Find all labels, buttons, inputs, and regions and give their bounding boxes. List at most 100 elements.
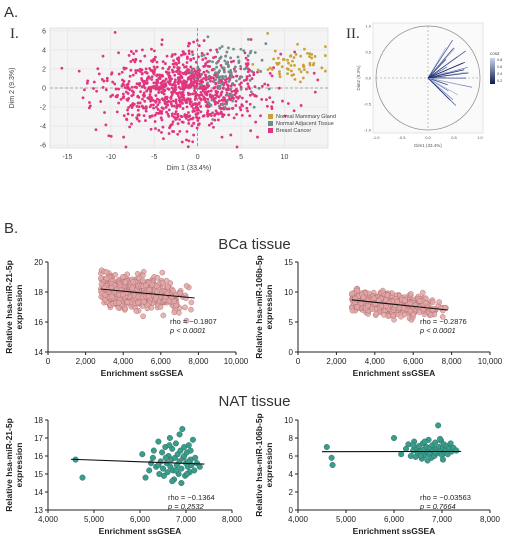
data-point (165, 95, 169, 99)
data-point (134, 71, 138, 75)
data-point (177, 447, 184, 454)
y-tick-label: 10 (284, 416, 293, 425)
data-point (141, 298, 147, 305)
rho-annotation: rho = −0.03563 (420, 493, 471, 502)
data-point (202, 53, 206, 57)
data-point (125, 118, 129, 121)
data-point (427, 312, 434, 318)
data-point (223, 59, 227, 63)
data-point (308, 63, 312, 67)
data-point (174, 118, 178, 121)
data-point (170, 77, 173, 81)
data-point (131, 103, 135, 107)
data-point (238, 77, 241, 81)
x-tick-label: 0.5 (451, 135, 457, 140)
data-point (177, 104, 181, 108)
x-tick-label: 5,000 (336, 515, 357, 524)
data-point (160, 312, 167, 319)
data-point (154, 94, 158, 97)
data-point (177, 96, 181, 100)
data-point (141, 80, 145, 84)
data-point (183, 471, 190, 478)
data-point (128, 125, 132, 129)
data-point (158, 98, 161, 102)
data-point (148, 115, 152, 119)
data-point (176, 80, 180, 84)
data-point (167, 132, 171, 135)
data-point (195, 108, 199, 112)
data-point (202, 70, 206, 74)
data-point (211, 111, 215, 115)
data-point (170, 86, 174, 90)
data-point (248, 78, 252, 82)
data-point (142, 474, 149, 481)
regression-line (70, 458, 205, 465)
data-point (175, 70, 178, 73)
data-point (139, 70, 142, 73)
data-point (105, 79, 109, 83)
data-point (270, 74, 274, 78)
data-point (170, 55, 174, 58)
variable-arrow (427, 72, 469, 79)
data-point (189, 82, 193, 86)
data-point (221, 115, 224, 119)
data-point (376, 297, 382, 304)
data-point (217, 118, 220, 122)
data-point (190, 73, 194, 77)
data-point (164, 105, 168, 109)
data-point (242, 79, 246, 82)
y-axis-label: Relative hsa-miR-21-5p (4, 260, 14, 354)
data-point (77, 69, 81, 73)
data-point (224, 54, 228, 58)
data-point (206, 81, 209, 85)
data-point (137, 113, 140, 117)
data-point (245, 100, 248, 104)
cos2-colorbar (490, 58, 495, 84)
data-point (192, 81, 195, 85)
data-point (273, 49, 277, 53)
data-point (229, 72, 233, 75)
x-tick-label: 5,000 (84, 515, 105, 524)
data-point (260, 84, 264, 88)
y-tick-label: -4 (40, 124, 46, 131)
data-point (246, 70, 250, 74)
data-point (171, 309, 178, 316)
data-point (155, 438, 162, 445)
data-point (228, 98, 232, 102)
data-point (429, 299, 436, 306)
variable-arrow (427, 77, 462, 86)
data-point (312, 62, 316, 65)
data-point (161, 66, 165, 70)
data-point (209, 103, 213, 107)
data-point (213, 114, 216, 117)
data-point (216, 90, 220, 94)
data-point (195, 115, 198, 119)
data-point (184, 65, 188, 69)
data-point (167, 81, 171, 85)
cos2-legend-tick: 0.2 (497, 79, 502, 83)
data-point (171, 62, 175, 66)
data-point (179, 75, 183, 79)
data-point (323, 45, 327, 49)
data-point (179, 53, 183, 57)
data-point (214, 71, 217, 75)
data-point (223, 106, 227, 109)
data-point (95, 89, 99, 93)
data-point (240, 103, 244, 107)
data-point (196, 77, 200, 81)
data-point (126, 82, 130, 86)
data-point (189, 117, 192, 121)
y-axis-label-unit: expression (264, 285, 274, 330)
data-point (174, 61, 178, 65)
data-point (196, 66, 200, 70)
data-point (229, 56, 233, 60)
x-tick-label: -5 (151, 154, 157, 161)
data-point (383, 303, 389, 309)
data-point (150, 447, 157, 454)
data-point (221, 103, 225, 106)
data-point (176, 91, 179, 95)
y-tick-label: 0.0 (365, 76, 371, 81)
bca-section-title: BCa tissue (218, 236, 291, 253)
x-tick-label: 8,000 (442, 357, 463, 366)
data-point (122, 279, 129, 285)
